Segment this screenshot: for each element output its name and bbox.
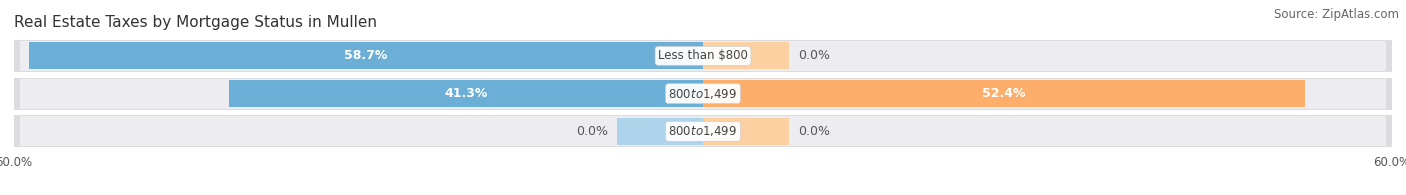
Bar xyxy=(30,42,703,69)
Bar xyxy=(703,42,789,69)
Text: 52.4%: 52.4% xyxy=(981,87,1025,100)
Text: 0.0%: 0.0% xyxy=(799,49,831,62)
Bar xyxy=(703,80,1305,107)
Text: Source: ZipAtlas.com: Source: ZipAtlas.com xyxy=(1274,8,1399,21)
Bar xyxy=(20,116,1386,146)
Bar xyxy=(703,118,789,145)
Text: 0.0%: 0.0% xyxy=(575,125,607,138)
Bar xyxy=(20,41,1386,71)
Bar xyxy=(229,80,703,107)
Text: 41.3%: 41.3% xyxy=(444,87,488,100)
Bar xyxy=(14,40,1392,72)
Bar xyxy=(14,115,1392,147)
Text: Less than $800: Less than $800 xyxy=(658,49,748,62)
Bar xyxy=(20,79,1386,108)
Text: 0.0%: 0.0% xyxy=(799,125,831,138)
Bar xyxy=(617,118,703,145)
Text: $800 to $1,499: $800 to $1,499 xyxy=(668,87,738,101)
Bar xyxy=(14,78,1392,110)
Text: Real Estate Taxes by Mortgage Status in Mullen: Real Estate Taxes by Mortgage Status in … xyxy=(14,15,377,30)
Text: 58.7%: 58.7% xyxy=(344,49,388,62)
Text: $800 to $1,499: $800 to $1,499 xyxy=(668,124,738,138)
